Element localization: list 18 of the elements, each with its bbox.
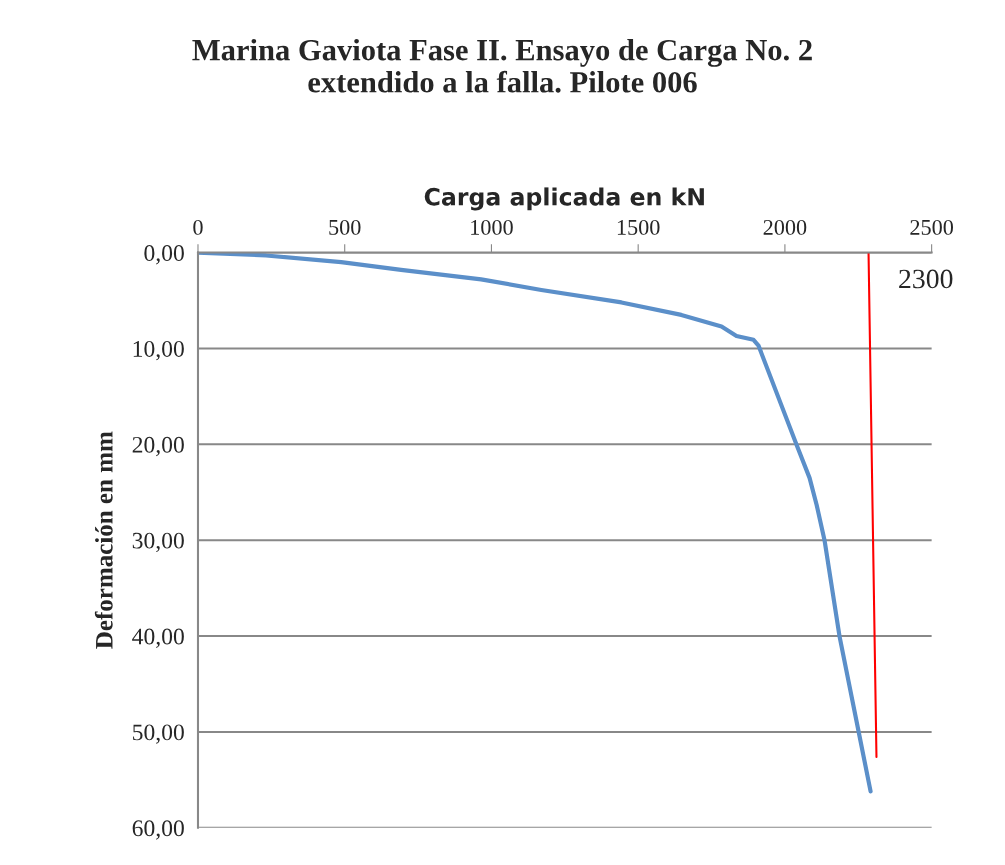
- x-tick-label: 2000: [763, 219, 807, 235]
- y-tick-label: 50,00: [133, 724, 184, 744]
- x-axis-title: Carga aplicada en kN: [424, 187, 704, 211]
- annotation: 2300: [899, 269, 953, 289]
- x-tick-label: 1500: [617, 219, 660, 235]
- x-tick-label: 500: [329, 219, 361, 235]
- y-tick-label: 0,00: [144, 245, 184, 265]
- y-tick-label: 60,00: [132, 820, 184, 840]
- y-tick-label: 40,00: [132, 628, 184, 648]
- y-tick-label: 30,00: [132, 532, 184, 553]
- y-tick-label: 20,00: [132, 436, 184, 457]
- y-tick-label: 10,00: [133, 340, 184, 361]
- x-tick-label: 2500: [910, 219, 954, 235]
- chart-title: Marina Gaviota Fase II. Ensayo de Carga No. 2 extendido a la falla. Pilote 006: [192, 38, 812, 93]
- x-tick-label: 0: [193, 219, 203, 235]
- line-series: [197, 252, 873, 794]
- y-axis-title: Deformación en mm: [94, 431, 113, 649]
- x-tick-label: 1000: [471, 219, 513, 235]
